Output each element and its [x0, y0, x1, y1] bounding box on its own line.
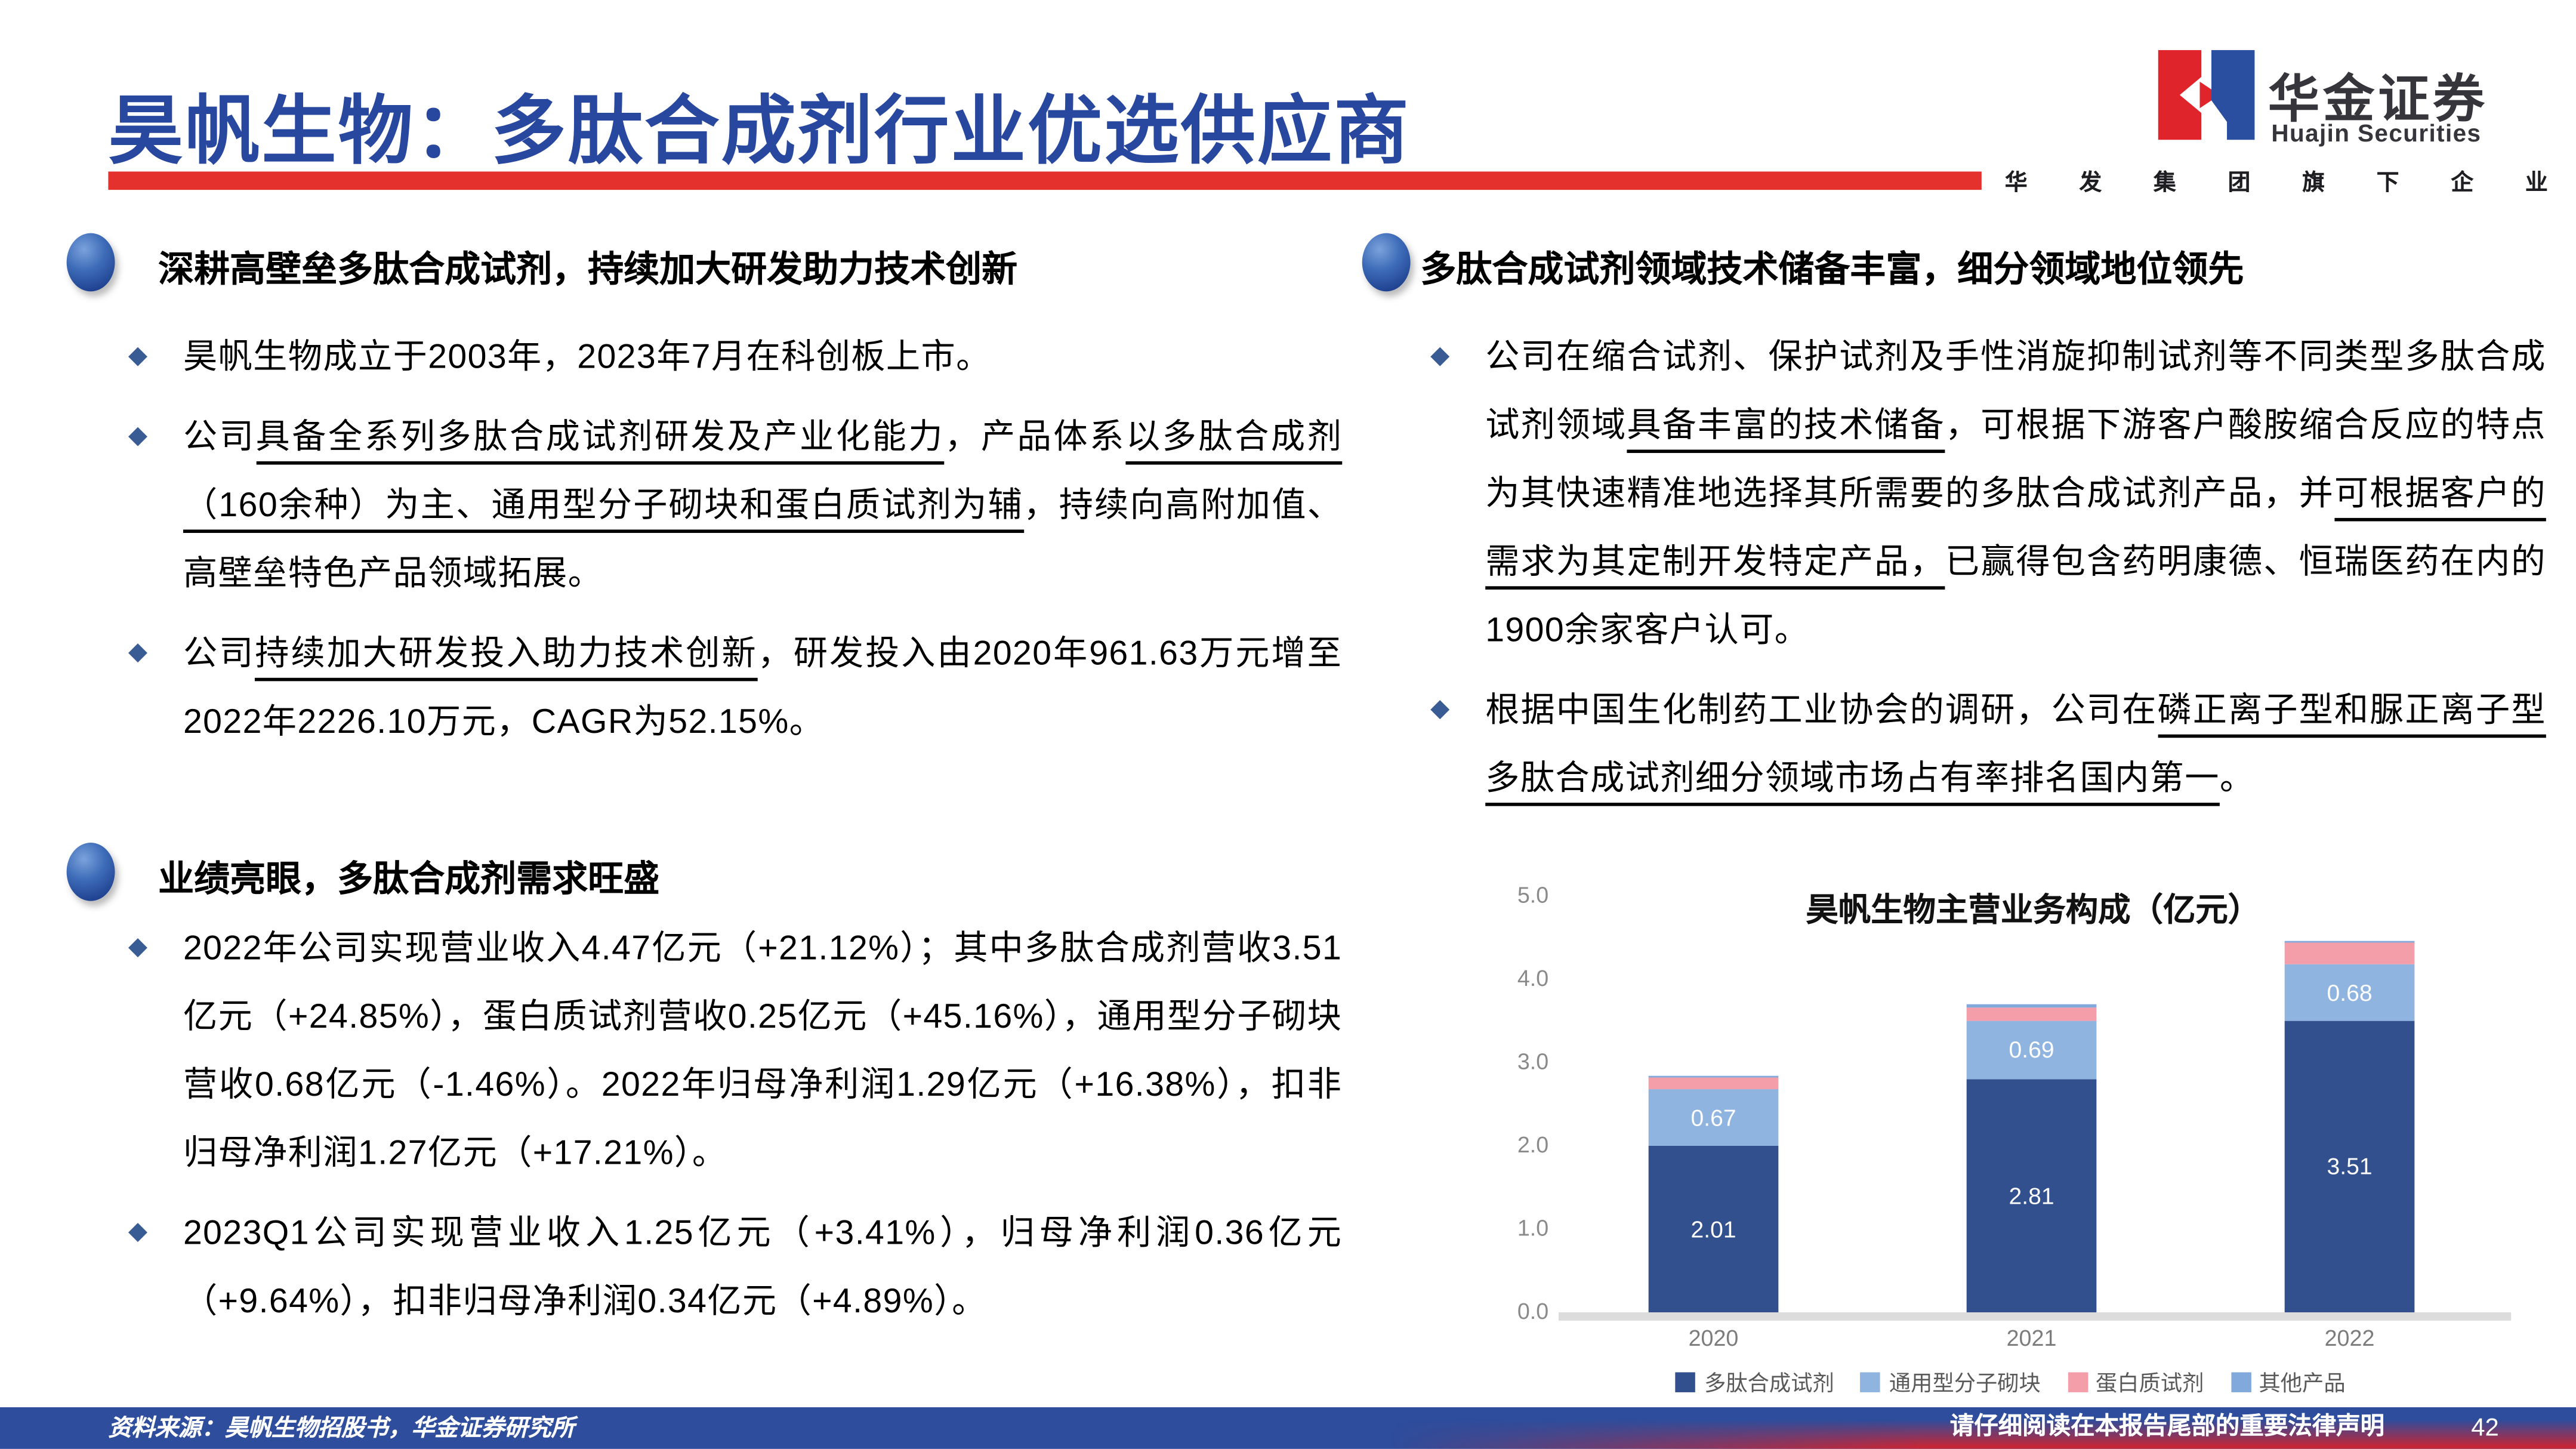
section-bullet-sphere [66, 843, 115, 901]
legend-item: 通用型分子砌块 [1861, 1365, 2041, 1397]
diamond-bullet-icon: ◆ [128, 1217, 148, 1246]
diamond-bullet-icon: ◆ [128, 421, 148, 450]
title-underline-rule [108, 171, 1982, 190]
bar-segment [2284, 942, 2415, 964]
y-axis-label: 5.0 [1517, 883, 1549, 908]
bar-value-label: 2.81 [2009, 1182, 2054, 1209]
bullet-list-right1: ◆ 公司在缩合试剂、保护试剂及手性消旋抑制试剂等不同类型多肽合成试剂领域具备丰富的… [1430, 323, 2546, 824]
bar-segment [1648, 1077, 1779, 1090]
chart-legend: 多肽合成试剂 通用型分子砌块 蛋白质试剂 其他产品 [1499, 1365, 2523, 1397]
bullet-text: 2023Q1公司实现营业收入1.25亿元（+3.41%），归母净利润0.36亿元… [183, 1214, 1343, 1321]
y-axis-label: 0.0 [1517, 1299, 1549, 1324]
bar-segment [1648, 1089, 1779, 1145]
bullet-text: 公司持续加大研发投入助力技术创新，研发投入由2020年961.63万元增至202… [183, 634, 1343, 741]
x-axis-label: 2020 [1688, 1325, 1739, 1351]
bar-value-label: 2.01 [1690, 1215, 1736, 1243]
bullet-item: ◆ 公司具备全系列多肽合成试剂研发及产业化能力，产品体系以多肽合成剂（160余种）… [128, 403, 1343, 608]
legend-label: 多肽合成试剂 [1704, 1370, 1834, 1396]
diamond-bullet-icon: ◆ [128, 932, 148, 961]
page-title: 昊帆生物：多肽合成剂行业优选供应商 [108, 88, 1411, 174]
section-heading-right1: 多肽合成试剂领域技术储备丰富，细分领域地位领先 [1420, 249, 2244, 290]
legend-item: 蛋白质试剂 [2067, 1365, 2204, 1397]
bar-segment [2284, 1020, 2415, 1312]
section-heading-left1: 深耕高壁垒多肽合成试剂，持续加大研发助力技术创新 [158, 249, 1018, 290]
bar-segment [1966, 1078, 2097, 1312]
section-heading-left2: 业绩亮眼，多肽合成剂需求旺盛 [158, 859, 660, 899]
section-bullet-sphere [1362, 233, 1411, 292]
bullet-text: 根据中国生化制药工业协会的调研，公司在磷正离子型和脲正离子型多肽合成试剂细分领域… [1485, 676, 2546, 813]
logo-name-cn: 华金证券 [2268, 70, 2488, 128]
x-axis-line [1559, 1312, 2512, 1321]
diamond-bullet-icon: ◆ [128, 637, 148, 667]
bullet-text: 公司在缩合试剂、保护试剂及手性消旋抑制试剂等不同类型多肽合成试剂领域具备丰富的技… [1485, 338, 2546, 650]
bullet-text: 2022年公司实现营业收入4.47亿元（+21.12%）；其中多肽合成剂营收3.… [183, 929, 1343, 1173]
legend-swatch [1861, 1371, 1881, 1392]
bar-segment [1648, 1075, 1779, 1077]
diamond-bullet-icon: ◆ [1430, 694, 1450, 723]
logo-name-en: Huajin Securities [2271, 121, 2482, 149]
bullet-text: 公司具备全系列多肽合成试剂研发及产业化能力，产品体系以多肽合成剂（160余种）为… [183, 418, 1343, 593]
bullet-item: ◆ 2023Q1公司实现营业收入1.25亿元（+3.41%），归母净利润0.36亿… [128, 1199, 1343, 1336]
footer-page-number: 42 [2471, 1414, 2499, 1442]
legend-swatch [2067, 1371, 2088, 1392]
logo-red-block [2158, 50, 2202, 140]
bar-value-label: 0.69 [2009, 1036, 2054, 1063]
bar-segment [1966, 1006, 2097, 1021]
legend-label: 通用型分子砌块 [1889, 1370, 2041, 1396]
logo-blue-block [2211, 50, 2255, 140]
bar-value-label: 3.51 [2327, 1152, 2373, 1180]
footer-source-text: 资料来源：昊帆生物招股书，华金证券研究所 [108, 1414, 575, 1441]
legend-label: 蛋白质试剂 [2095, 1370, 2204, 1396]
bar-segment [2284, 963, 2415, 1021]
y-axis-label: 3.0 [1517, 1049, 1549, 1074]
bullet-item: ◆ 2022年公司实现营业收入4.47亿元（+21.12%）；其中多肽合成剂营收3… [128, 914, 1343, 1188]
legend-swatch [2231, 1371, 2251, 1392]
diamond-bullet-icon: ◆ [1430, 341, 1450, 370]
bar-value-label: 0.67 [1690, 1103, 1736, 1131]
bullet-item: ◆ 昊帆生物成立于2003年，2023年7月在科创板上市。 [128, 323, 1342, 391]
bullet-item: ◆ 根据中国生化制药工业协会的调研，公司在磷正离子型和脲正离子型多肽合成试剂细分领… [1430, 676, 2546, 813]
bar-segment [2284, 940, 2415, 943]
x-axis-label: 2022 [2324, 1325, 2375, 1351]
bar-value-label: 0.68 [2327, 978, 2373, 1006]
legend-item: 多肽合成试剂 [1676, 1365, 1834, 1397]
huajin-logo-icon [2158, 50, 2258, 140]
bullet-item: ◆ 公司在缩合试剂、保护试剂及手性消旋抑制试剂等不同类型多肽合成试剂领域具备丰富的… [1430, 323, 2546, 664]
bar-segment [1966, 1004, 2097, 1007]
bullet-text: 昊帆生物成立于2003年，2023年7月在科创板上市。 [183, 338, 991, 377]
y-axis-label: 1.0 [1517, 1216, 1549, 1241]
legend-label: 其他产品 [2259, 1370, 2346, 1396]
bullet-list-left2: ◆ 2022年公司实现营业收入4.47亿元（+21.12%）；其中多肽合成剂营收3… [128, 914, 1343, 1348]
bar-segment [1966, 1021, 2097, 1078]
legend-swatch [1676, 1371, 1696, 1392]
diamond-bullet-icon: ◆ [128, 341, 148, 370]
section-bullet-sphere [66, 233, 115, 292]
revenue-composition-chart: 昊帆生物主营业务构成（亿元） 2.01 0.67 2020 2.81 0.69 2021 3… [1499, 866, 2523, 1441]
bullet-list-left1: ◆ 昊帆生物成立于2003年，2023年7月在科创板上市。 ◆ 公司具备全系列多肽合成… [128, 323, 1343, 767]
y-axis-label: 4.0 [1517, 966, 1549, 991]
bar-segment [1648, 1145, 1779, 1312]
footer-bar: 资料来源：昊帆生物招股书，华金证券研究所 请仔细阅读在本报告尾部的重要法律声明 … [0, 1407, 2576, 1449]
x-axis-label: 2021 [2006, 1325, 2057, 1351]
chart-plot: 2.01 0.67 2020 2.81 0.69 2021 3.51 0.68 2022 5.0 4… [1499, 866, 2523, 1441]
bullet-item: ◆ 公司持续加大研发投入助力技术创新，研发投入由2020年961.63万元增至20… [128, 619, 1343, 756]
y-axis-label: 2.0 [1517, 1132, 1549, 1158]
chart-title: 昊帆生物主营业务构成（亿元） [1806, 892, 2261, 930]
legend-item: 其他产品 [2231, 1365, 2346, 1397]
logo-tagline: 华发集团旗下企业 [2004, 169, 2548, 195]
footer-legal-text: 请仔细阅读在本报告尾部的重要法律声明 [1949, 1414, 2385, 1441]
